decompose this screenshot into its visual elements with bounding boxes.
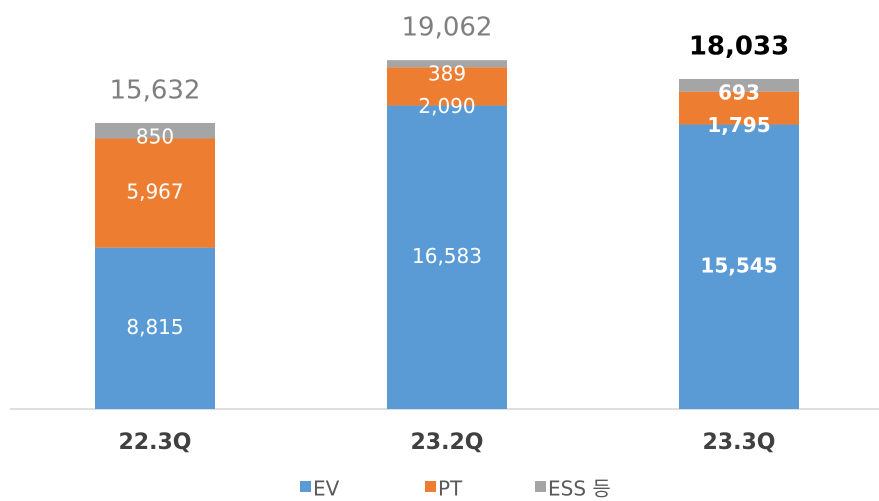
x-tick-label: 23.2Q [411, 430, 484, 455]
bar-segment [387, 105, 507, 409]
legend-swatch [535, 481, 546, 492]
data-label: 693 [718, 81, 760, 105]
total-label: 19,062 [402, 13, 493, 43]
data-label: 389 [428, 62, 466, 86]
data-label: 850 [136, 124, 174, 148]
legend-swatch [425, 481, 436, 492]
bar-segment [679, 124, 799, 410]
total-label: 15,632 [110, 75, 201, 105]
data-label: 15,545 [700, 253, 777, 277]
total-label: 18,033 [689, 32, 789, 62]
legend-label: EV [313, 477, 340, 501]
data-label: 5,967 [126, 180, 183, 204]
bar-segment [387, 67, 507, 106]
x-tick-label: 22.3Q [119, 430, 192, 455]
data-label: 8,815 [126, 315, 183, 339]
bar-segment [95, 138, 215, 248]
bar-segment [679, 91, 799, 125]
bar-segment [387, 60, 507, 68]
legend-label: ESS 등 [548, 477, 611, 501]
data-label: 1,795 [707, 113, 770, 137]
data-label: 16,583 [412, 244, 482, 268]
data-label: 2,090 [418, 94, 475, 118]
x-tick-label: 23.3Q [703, 430, 776, 455]
bar-segment [95, 122, 215, 139]
legend-label: PT [438, 477, 463, 501]
bar-segment [95, 247, 215, 409]
bar-segment [679, 79, 799, 92]
legend-swatch [300, 481, 311, 492]
